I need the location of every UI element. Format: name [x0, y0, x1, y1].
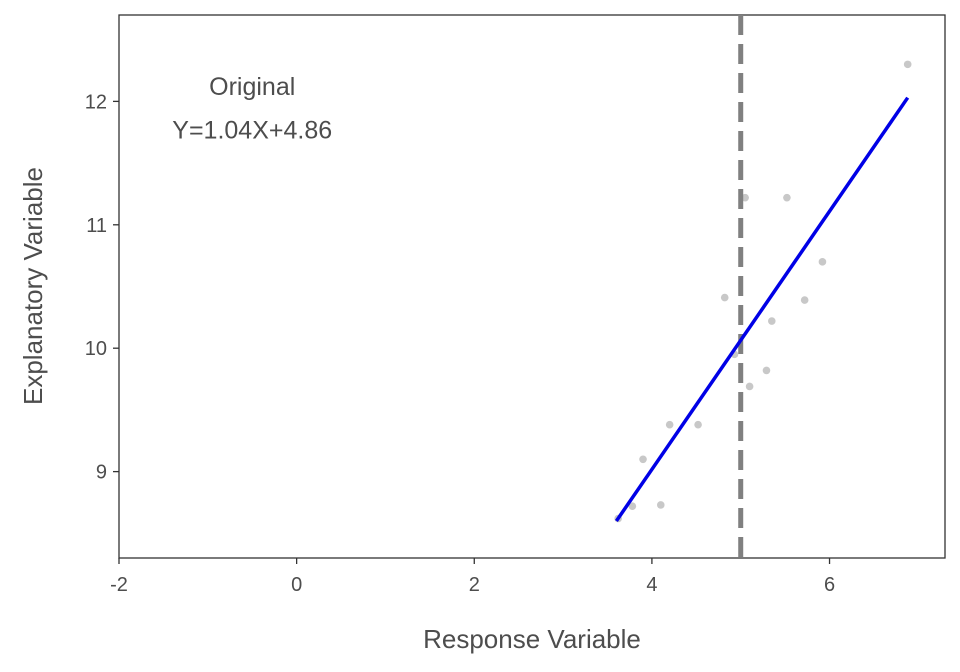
x-tick-label: 4: [646, 574, 657, 596]
data-point: [800, 296, 809, 304]
plot-panel: [118, 14, 946, 559]
data-point: [628, 502, 637, 510]
y-tick-label: 11: [86, 215, 107, 237]
annotation-title: Original: [209, 73, 295, 101]
y-tick-label: 12: [85, 91, 107, 113]
data-point: [639, 455, 647, 464]
data-point: [818, 258, 827, 266]
x-tick-label: -2: [110, 574, 128, 596]
y-axis-ticks: 9 10 11 12: [85, 91, 119, 484]
x-tick-label: 6: [824, 574, 835, 596]
annotation-equation: Y=1.04X+4.86: [172, 116, 332, 144]
y-axis-title: Explanatory Variable: [18, 167, 48, 405]
y-tick-label: 10: [85, 338, 107, 360]
x-axis-ticks: -2 0 2 4 6: [110, 558, 835, 596]
data-point: [665, 420, 674, 429]
data-point: [745, 382, 754, 391]
data-point: [783, 193, 791, 202]
data-point: [741, 193, 749, 202]
x-tick-label: 2: [469, 574, 480, 596]
data-point: [656, 501, 665, 509]
data-point: [720, 293, 729, 302]
data-point: [903, 60, 912, 69]
fit-line: [614, 96, 910, 522]
y-tick-label: 9: [96, 462, 107, 484]
x-tick-label: 0: [291, 574, 302, 596]
data-point: [694, 420, 702, 429]
x-axis-title: Response Variable: [423, 624, 641, 654]
data-point: [768, 317, 776, 325]
fit-line-group: [614, 96, 910, 522]
data-point: [762, 366, 771, 375]
